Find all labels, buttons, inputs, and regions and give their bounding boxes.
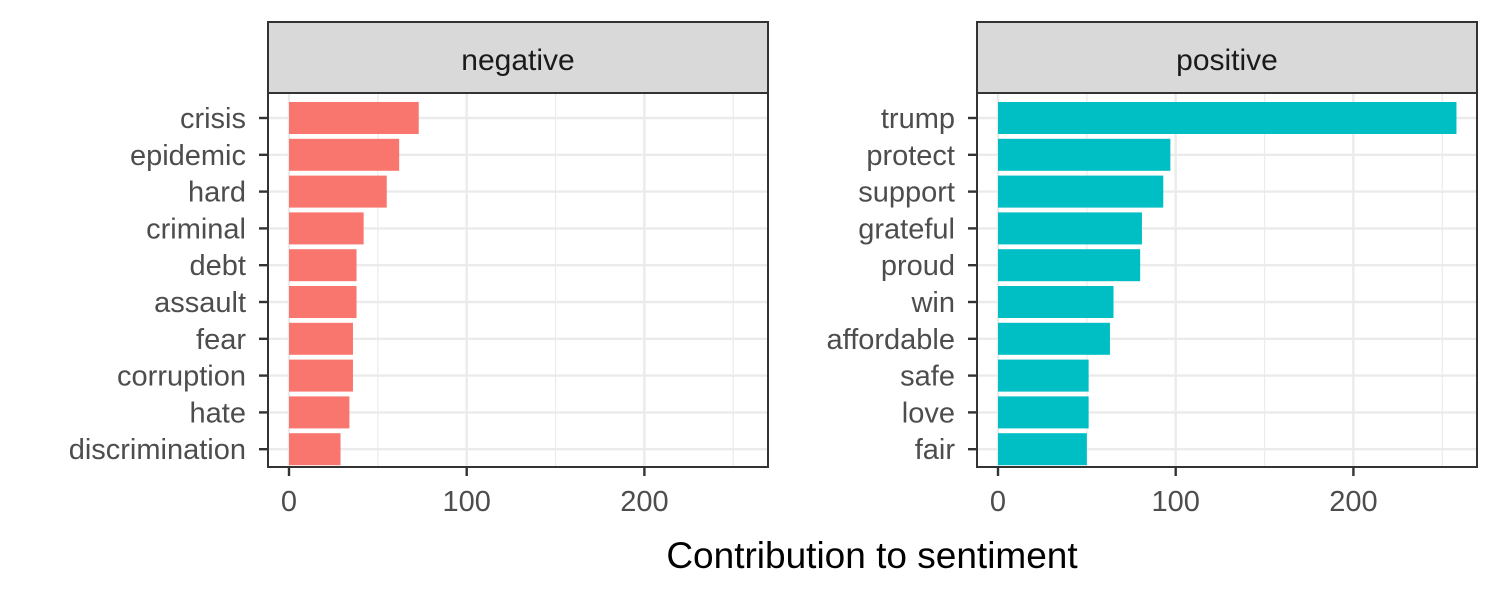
- y-tick-label: fair: [915, 434, 956, 466]
- bar-love: [998, 396, 1089, 429]
- facet-strip-label: negative: [461, 44, 574, 77]
- bar-crisis: [289, 102, 419, 134]
- bar-debt: [289, 249, 357, 282]
- bar-proud: [998, 249, 1141, 282]
- y-tick-label: affordable: [827, 324, 955, 356]
- bar-fear: [289, 322, 353, 355]
- y-tick-label: support: [858, 177, 955, 209]
- bar-affordable: [998, 322, 1110, 355]
- facet-strip: [976, 21, 1478, 94]
- y-tick-label: love: [902, 397, 955, 429]
- y-tick-label: proud: [881, 250, 955, 282]
- panel-border: [976, 92, 1478, 468]
- y-tick-label: criminal: [146, 213, 246, 245]
- bar-protect: [998, 138, 1171, 171]
- bar-safe: [998, 359, 1089, 392]
- y-tick-label: win: [910, 287, 955, 319]
- bar-grateful: [998, 212, 1142, 245]
- bar-corruption: [289, 359, 353, 392]
- y-tick-label: safe: [900, 361, 955, 393]
- y-tick-label: protect: [866, 140, 955, 172]
- bar-support: [998, 175, 1164, 208]
- x-tick-label: 200: [620, 486, 668, 518]
- bar-criminal: [289, 212, 364, 245]
- y-tick-label: corruption: [117, 361, 246, 393]
- y-tick-label: debt: [190, 250, 246, 282]
- bar-trump: [998, 102, 1457, 134]
- y-tick-label: trump: [881, 103, 955, 135]
- panel-positive: positive trump protect support grateful proud…: [827, 21, 1478, 518]
- y-tick-label: fear: [196, 324, 246, 356]
- bar-assault: [289, 286, 357, 318]
- bar-epidemic: [289, 138, 400, 171]
- bar-fair: [998, 433, 1087, 466]
- facet-strip-label: positive: [1176, 44, 1278, 77]
- x-tick-label: 200: [1329, 486, 1377, 518]
- bar-hard: [289, 175, 387, 208]
- y-tick-label: crisis: [180, 103, 246, 135]
- facet-strip: [267, 21, 769, 94]
- y-tick-label: epidemic: [130, 140, 246, 172]
- x-tick-label: 0: [281, 486, 297, 518]
- bar-win: [998, 286, 1114, 318]
- panel-border: [267, 92, 769, 468]
- y-tick-label: assault: [154, 287, 246, 319]
- x-tick-label: 0: [990, 486, 1006, 518]
- x-tick-label: 100: [443, 486, 491, 518]
- x-axis-title: Contribution to sentiment: [666, 535, 1078, 576]
- bar-discrimination: [289, 433, 341, 466]
- y-tick-label: discrimination: [69, 434, 246, 466]
- y-tick-label: hate: [190, 397, 246, 429]
- bar-hate: [289, 396, 350, 429]
- panel-negative: negative crisis epidemic hard criminal debt as…: [69, 21, 769, 518]
- y-tick-label: grateful: [858, 213, 955, 245]
- y-tick-label: hard: [188, 177, 246, 209]
- x-tick-label: 100: [1152, 486, 1200, 518]
